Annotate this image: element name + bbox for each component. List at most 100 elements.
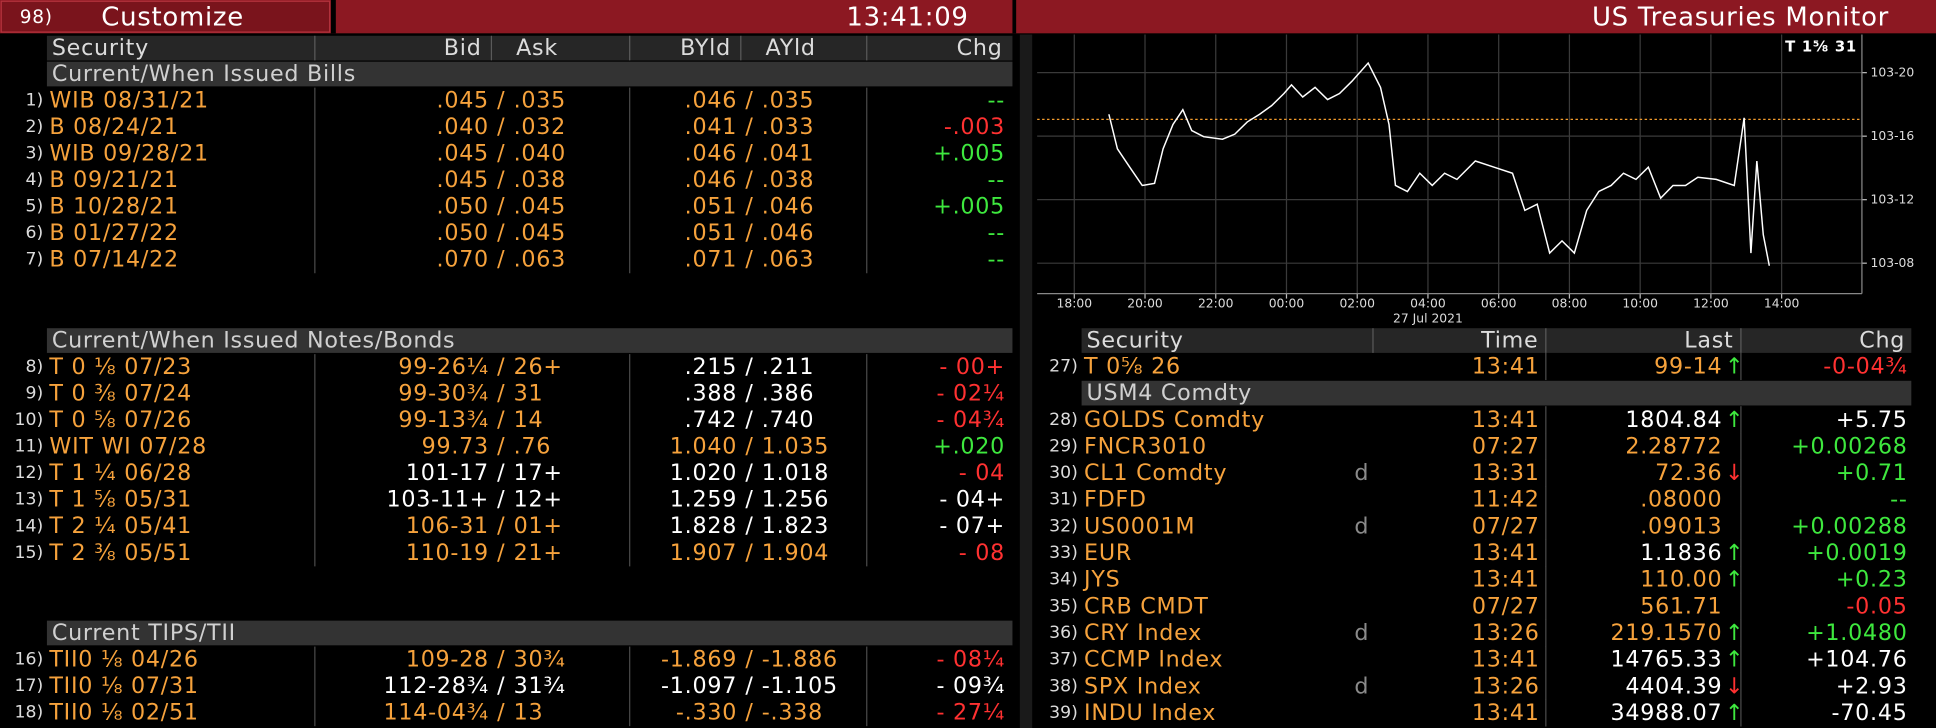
bid: 103-11+ — [386, 487, 488, 513]
ask-yield: .033 — [762, 114, 814, 140]
row-number: 28) — [1049, 410, 1078, 430]
change: +0.00288 — [1791, 513, 1907, 539]
separator: / — [497, 88, 505, 114]
chart-title: T 1⅝ 31 — [1785, 38, 1857, 55]
change: -0-04¾ — [1823, 353, 1907, 379]
separator: / — [497, 220, 505, 246]
change: - 08¼ — [936, 647, 1005, 673]
tick-arrow: ↑ — [1725, 567, 1744, 593]
last: 1804.84 — [1625, 407, 1722, 433]
row-number: 16) — [14, 650, 43, 670]
x-tick-label: 12:00 — [1693, 297, 1729, 311]
separator: / — [497, 434, 505, 460]
ask: .045 — [514, 220, 566, 246]
bid: .045 — [437, 141, 489, 167]
time: 11:42 — [1472, 487, 1540, 513]
last: 72.36 — [1655, 460, 1722, 486]
ask-yield: .041 — [762, 141, 814, 167]
last: 219.1570 — [1610, 620, 1722, 646]
section-header-bg — [1081, 380, 1912, 406]
bid-yield: .742 — [685, 407, 737, 433]
menu-button[interactable] — [0, 0, 331, 33]
separator: / — [497, 354, 505, 380]
change: - 04¾ — [936, 407, 1005, 433]
x-tick-label: 00:00 — [1269, 297, 1305, 311]
change: -- — [988, 247, 1006, 273]
tick-arrow: ↓ — [1725, 460, 1744, 486]
bid: 109-28 — [406, 647, 489, 673]
separator: / — [745, 434, 753, 460]
row-number: 10) — [14, 410, 43, 430]
menu-number[interactable]: 98) — [20, 7, 53, 28]
bid-yield: .046 — [685, 167, 737, 193]
security: T 0⅝ 26 — [1083, 353, 1181, 379]
bid-yield: 1.040 — [670, 434, 737, 460]
y-tick-label: 103-20 — [1871, 66, 1915, 80]
tick-arrow: ↑ — [1725, 353, 1744, 379]
column-header: Chg — [1859, 328, 1905, 354]
security: EUR — [1084, 540, 1132, 566]
time: 13:41 — [1472, 540, 1540, 566]
bid: 99-26¼ — [398, 354, 489, 380]
ask: 17+ — [514, 460, 563, 486]
ask-yield: 1.256 — [762, 487, 829, 513]
change: +.020 — [933, 434, 1005, 460]
price-line — [1108, 61, 1771, 266]
ask-yield: 1.035 — [762, 434, 829, 460]
last: 14765.33 — [1610, 647, 1722, 673]
row-number: 29) — [1049, 436, 1078, 456]
ask-yield: .046 — [762, 220, 814, 246]
bid-yield: .041 — [685, 114, 737, 140]
bid-yield: 1.828 — [670, 513, 737, 539]
security: US0001M — [1084, 513, 1195, 539]
last: 34988.07 — [1610, 700, 1722, 726]
change: -- — [988, 167, 1006, 193]
time: 13:41 — [1472, 567, 1540, 593]
column-header: BYld — [680, 35, 731, 61]
column-header: Security — [1087, 328, 1184, 354]
change: - 09¾ — [936, 673, 1005, 699]
column-header: Ask — [516, 35, 558, 61]
change: - 04 — [959, 460, 1005, 486]
row-number: 12) — [14, 463, 43, 483]
section-title: Current TIPS/TII — [52, 620, 236, 646]
ask: 30¾ — [514, 647, 566, 673]
separator: / — [497, 141, 505, 167]
ask-yield: -1.886 — [762, 647, 838, 673]
time: 13:41 — [1472, 700, 1540, 726]
separator: / — [745, 220, 753, 246]
row-number: 7) — [25, 250, 43, 270]
separator: / — [497, 647, 505, 673]
tick-arrow: ↑ — [1725, 540, 1744, 566]
change: - 04+ — [939, 487, 1005, 513]
bid-yield: -.330 — [676, 700, 737, 726]
column-header: Bid — [444, 35, 482, 61]
column-header: Security — [52, 35, 149, 61]
column-header-bg — [1081, 328, 1912, 353]
ask: .045 — [514, 194, 566, 220]
security: T 0 ⅛ 07/23 — [48, 354, 192, 380]
security: GOLDS Comdty — [1084, 407, 1265, 433]
section-title: USM4 Comdty — [1087, 380, 1253, 406]
menu-label[interactable]: Customize — [101, 2, 244, 32]
separator: / — [497, 114, 505, 140]
row-number: 4) — [25, 170, 43, 190]
row-number: 36) — [1049, 623, 1078, 643]
separator: / — [497, 673, 505, 699]
last: 2.28772 — [1625, 433, 1722, 459]
tick-arrow: ↑ — [1725, 647, 1744, 673]
change: -.003 — [944, 114, 1005, 140]
change: - 07+ — [939, 513, 1005, 539]
row-number: 9) — [25, 384, 43, 404]
row-number: 37) — [1049, 650, 1078, 670]
security: CCMP Index — [1084, 647, 1223, 673]
header-gap — [1012, 0, 1017, 34]
bid: .050 — [437, 194, 489, 220]
bid: 110-19 — [406, 540, 489, 566]
security: FDFD — [1084, 487, 1147, 513]
time: 13:31 — [1472, 460, 1540, 486]
separator: / — [745, 487, 753, 513]
separator: / — [745, 354, 753, 380]
ask: .063 — [514, 247, 566, 273]
